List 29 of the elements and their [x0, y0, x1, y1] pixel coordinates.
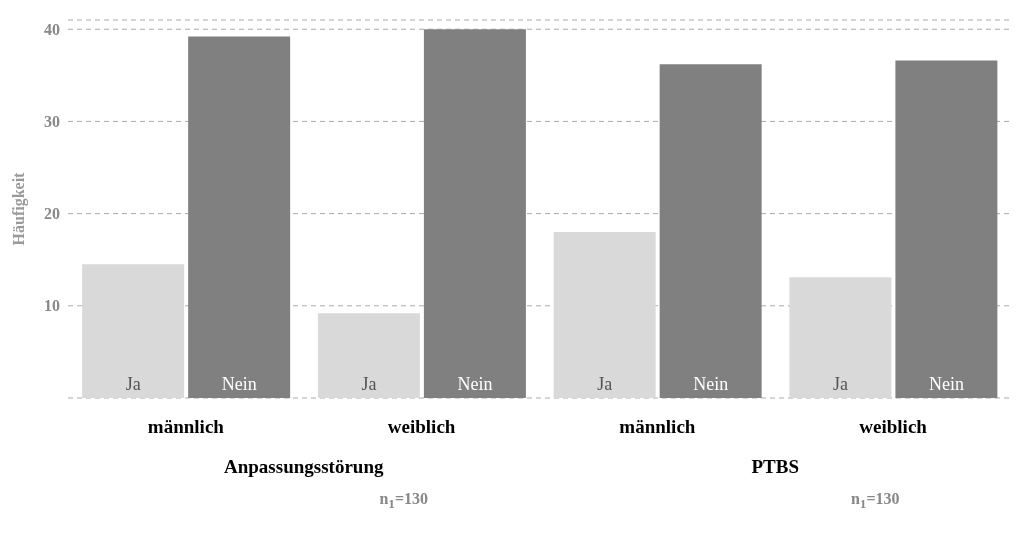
series-label: Nein	[221, 374, 257, 394]
text: Anpassungsstörung	[224, 456, 384, 478]
text: Nein	[457, 374, 493, 394]
x-tick-label: männlich	[147, 416, 225, 438]
x-tick-label: weiblich	[859, 416, 928, 438]
x-tick-label: männlich	[619, 416, 696, 438]
series-label: Ja	[125, 374, 141, 394]
x-tick-label: weiblich	[387, 416, 456, 438]
y-tick-label: 40	[44, 20, 60, 38]
bar	[188, 36, 291, 398]
text: Nein	[693, 374, 729, 394]
text: Nein	[928, 374, 964, 394]
text: Ja	[361, 374, 377, 394]
bar	[317, 313, 420, 398]
y-tick-label: 20	[44, 205, 60, 223]
bar	[553, 232, 656, 398]
text: n$_{1}$=130	[850, 490, 900, 513]
bar	[659, 64, 762, 398]
bar	[82, 264, 185, 398]
bar	[789, 277, 892, 398]
text: PTBS	[751, 456, 800, 478]
bar	[423, 29, 526, 398]
bar	[895, 60, 998, 398]
y-tick-label: 30	[44, 113, 60, 131]
y-axis-title: Häufigkeit	[9, 171, 28, 246]
y-tick-label: 10	[44, 297, 60, 315]
text: Ja	[597, 374, 613, 394]
text: n$_{1}$=130	[379, 490, 429, 513]
text: Ja	[832, 374, 848, 394]
